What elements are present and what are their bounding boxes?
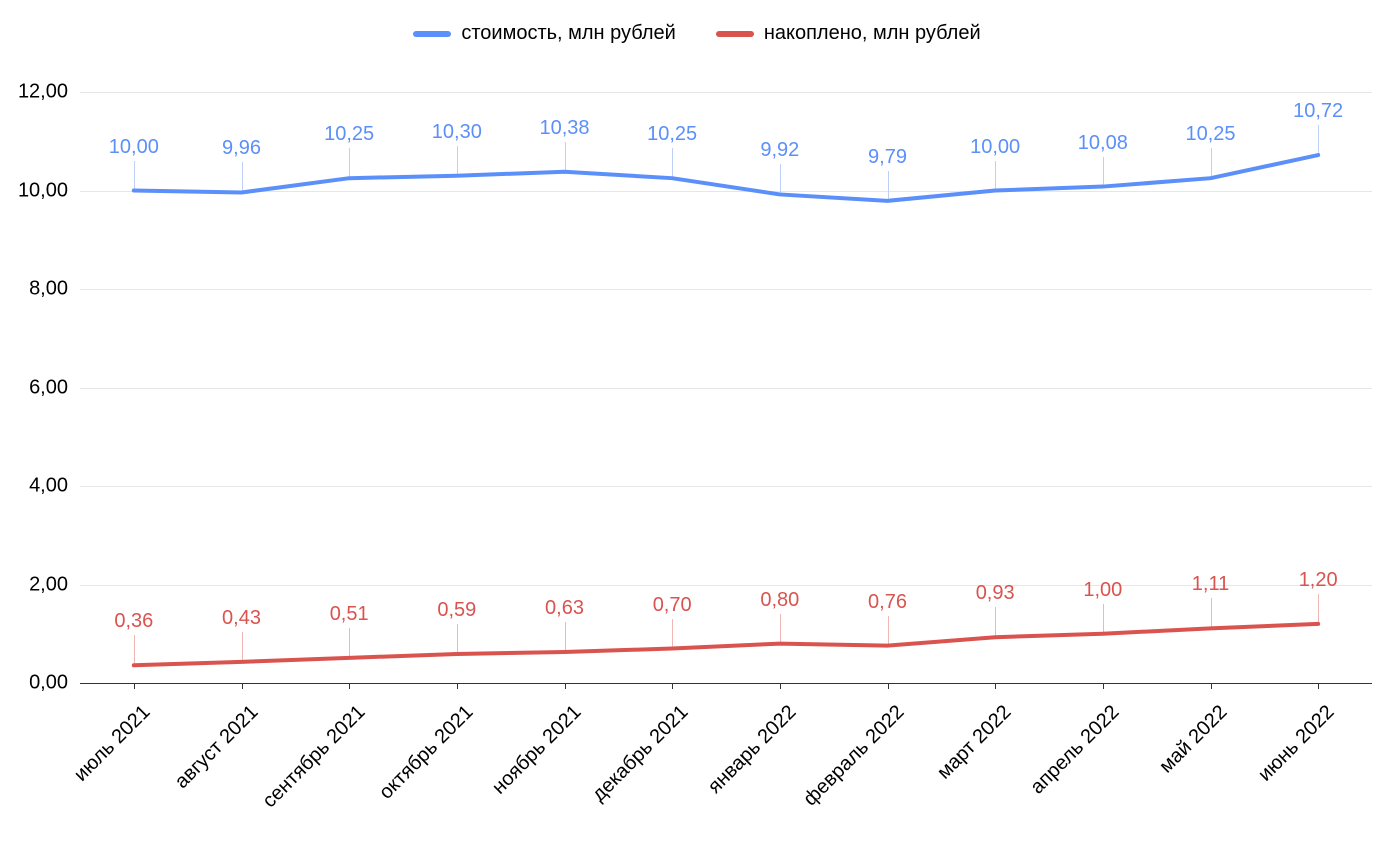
line-chart: стоимость, млн рублейнакоплено, млн рубл… (0, 0, 1394, 864)
series-line (134, 624, 1318, 665)
series-lines (0, 0, 1394, 864)
series-line (134, 155, 1318, 201)
